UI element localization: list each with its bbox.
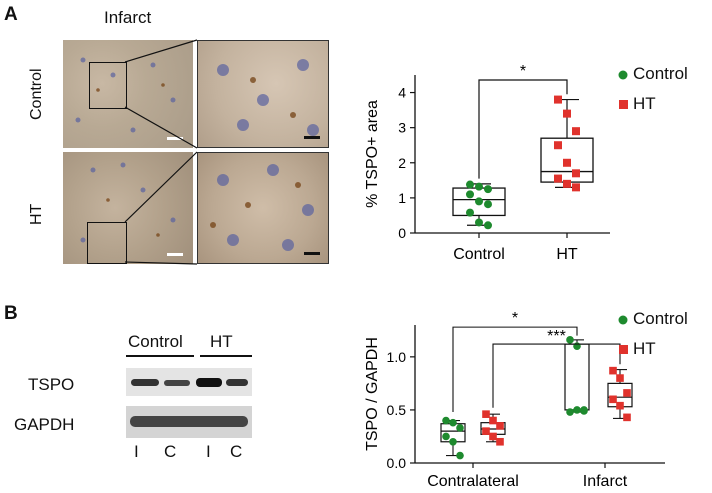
data-point	[449, 418, 457, 427]
scale-bar	[167, 137, 183, 140]
data-point	[475, 197, 483, 206]
group-line-ht	[200, 355, 252, 357]
data-point	[566, 408, 574, 416]
legend-a-control-label: Control	[633, 64, 688, 83]
lane-label-2: C	[164, 442, 177, 461]
data-point	[609, 395, 617, 404]
data-point	[442, 432, 450, 441]
chart-b: 0.0 0.5 1.0 TSPO / GAPDH Contralateral Infarc…	[364, 310, 665, 490]
significance-bracket-1	[452, 326, 578, 413]
blot-tspo	[126, 368, 252, 396]
data-point	[484, 200, 492, 209]
legend-b-ht-label: HT	[633, 339, 656, 358]
data-point	[484, 221, 492, 230]
y-tick-label-0: 0.0	[387, 455, 407, 471]
data-point	[616, 401, 624, 410]
significance-label-1: *	[512, 310, 518, 327]
data-point	[442, 416, 450, 425]
zoom-box	[89, 62, 127, 109]
band-label-tspo: TSPO	[28, 375, 75, 394]
legend-ht-marker	[619, 345, 628, 354]
data-point	[456, 451, 464, 460]
lane-label-3: I	[206, 442, 211, 461]
data-point	[563, 158, 571, 167]
legend-a-ht-label: HT	[633, 94, 656, 113]
y-tick-label-4: 4	[398, 85, 406, 101]
y-tick-label-1: 1	[398, 190, 406, 206]
data-point	[554, 95, 562, 104]
x-tick-label-0: Contralateral	[427, 473, 519, 490]
data-point	[566, 336, 574, 344]
legend-b-control-label: Control	[633, 309, 688, 328]
group-label-ht: HT	[210, 332, 233, 351]
group-label-control: Control	[128, 332, 183, 351]
panel-b-letter: B	[4, 303, 18, 324]
panel-a-title: Infarct	[104, 8, 152, 27]
y-tick-label-0: 0	[398, 225, 406, 241]
data-point	[572, 183, 580, 192]
y-tick-label-2: 2	[398, 155, 406, 171]
data-point	[489, 416, 497, 425]
micrograph-control-low	[63, 40, 193, 148]
data-point	[466, 190, 474, 199]
legend-control-marker	[618, 315, 628, 325]
y-axis-label: % TSPO+ area	[364, 100, 381, 208]
band-label-gapdh: GAPDH	[14, 415, 75, 434]
data-point	[616, 374, 624, 382]
significance-label: *	[520, 63, 526, 80]
y-tick-label-3: 3	[398, 120, 406, 136]
data-point	[623, 413, 631, 422]
zoom-connector-lines	[124, 39, 198, 265]
data-point	[482, 410, 490, 418]
data-point	[623, 389, 631, 397]
data-point	[484, 185, 492, 194]
data-point	[572, 169, 580, 178]
data-point	[496, 437, 504, 446]
box	[564, 343, 590, 411]
blot-gapdh	[126, 406, 252, 438]
scale-bar	[304, 136, 320, 139]
data-point	[563, 179, 571, 188]
data-point	[449, 437, 457, 446]
y-tick-label-1: 0.5	[387, 402, 407, 418]
data-point	[580, 407, 588, 415]
data-point	[496, 422, 504, 430]
micrograph-ht-low	[63, 152, 193, 264]
data-point	[554, 174, 562, 183]
data-point	[482, 427, 490, 435]
significance-bracket	[478, 79, 568, 179]
data-point	[563, 109, 571, 118]
legend-control-marker	[618, 70, 628, 80]
data-point	[489, 432, 497, 441]
significance-label-2: ***	[547, 328, 566, 345]
x-tick-label-1: HT	[556, 246, 578, 260]
data-point	[554, 141, 562, 150]
chart-a: 0 1 2 3 4 % TSPO+ area Control HT *	[364, 63, 628, 260]
group-line-control	[126, 355, 194, 357]
data-point	[466, 208, 474, 217]
panel-a-letter: A	[4, 4, 18, 25]
data-point	[609, 366, 617, 375]
zoom-box	[87, 222, 127, 264]
y-tick-label-2: 1.0	[387, 349, 407, 365]
lane-label-4: C	[230, 442, 243, 461]
data-point	[466, 180, 474, 189]
data-point	[475, 218, 483, 227]
lane-label-1: I	[134, 442, 139, 461]
data-point	[456, 424, 464, 432]
scale-bar	[167, 253, 183, 256]
x-tick-label-1: Infarct	[583, 473, 628, 490]
cell-dots	[75, 57, 319, 251]
data-point	[572, 127, 580, 136]
y-axis-label: TSPO / GAPDH	[364, 337, 381, 451]
data-point	[475, 182, 483, 191]
significance-bracket-2	[492, 343, 621, 408]
legend-ht-marker	[619, 100, 628, 109]
scale-bar	[304, 252, 320, 255]
x-tick-label-0: Control	[453, 246, 505, 260]
data-point	[573, 406, 581, 414]
